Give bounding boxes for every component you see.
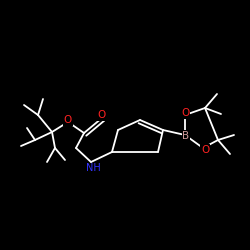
Text: O: O [64,115,72,125]
Text: O: O [201,145,209,155]
Text: NH: NH [86,163,100,173]
Text: B: B [182,131,190,141]
Text: O: O [181,108,189,118]
Text: O: O [98,110,106,120]
